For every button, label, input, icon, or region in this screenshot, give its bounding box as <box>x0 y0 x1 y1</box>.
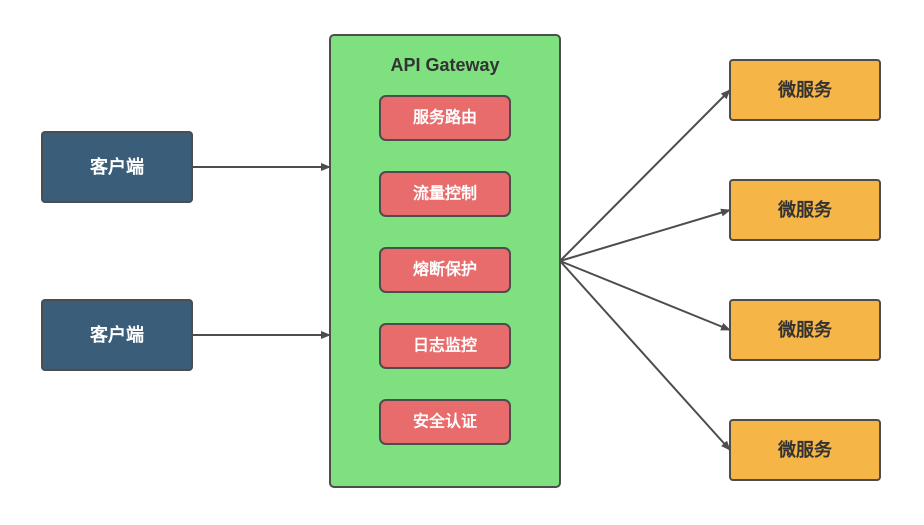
edge-arrow <box>560 261 730 450</box>
client-label: 客户端 <box>90 156 144 177</box>
gateway-item-label: 安全认证 <box>413 412 477 431</box>
architecture-diagram: API Gateway服务路由流量控制熔断保护日志监控安全认证 客户端客户端 微… <box>0 0 924 525</box>
service-label: 微服务 <box>777 319 833 340</box>
service-label: 微服务 <box>777 79 833 100</box>
gateway-item-label: 流量控制 <box>413 184 477 203</box>
client-label: 客户端 <box>90 324 144 345</box>
gateway-item-label: 服务路由 <box>413 108 477 127</box>
edge-arrow <box>560 261 730 330</box>
gateway-item-label: 日志监控 <box>413 336 477 355</box>
service-label: 微服务 <box>777 199 833 220</box>
gateway-item-label: 熔断保护 <box>413 260 477 279</box>
gateway-title: API Gateway <box>390 55 499 75</box>
service-label: 微服务 <box>777 439 833 460</box>
